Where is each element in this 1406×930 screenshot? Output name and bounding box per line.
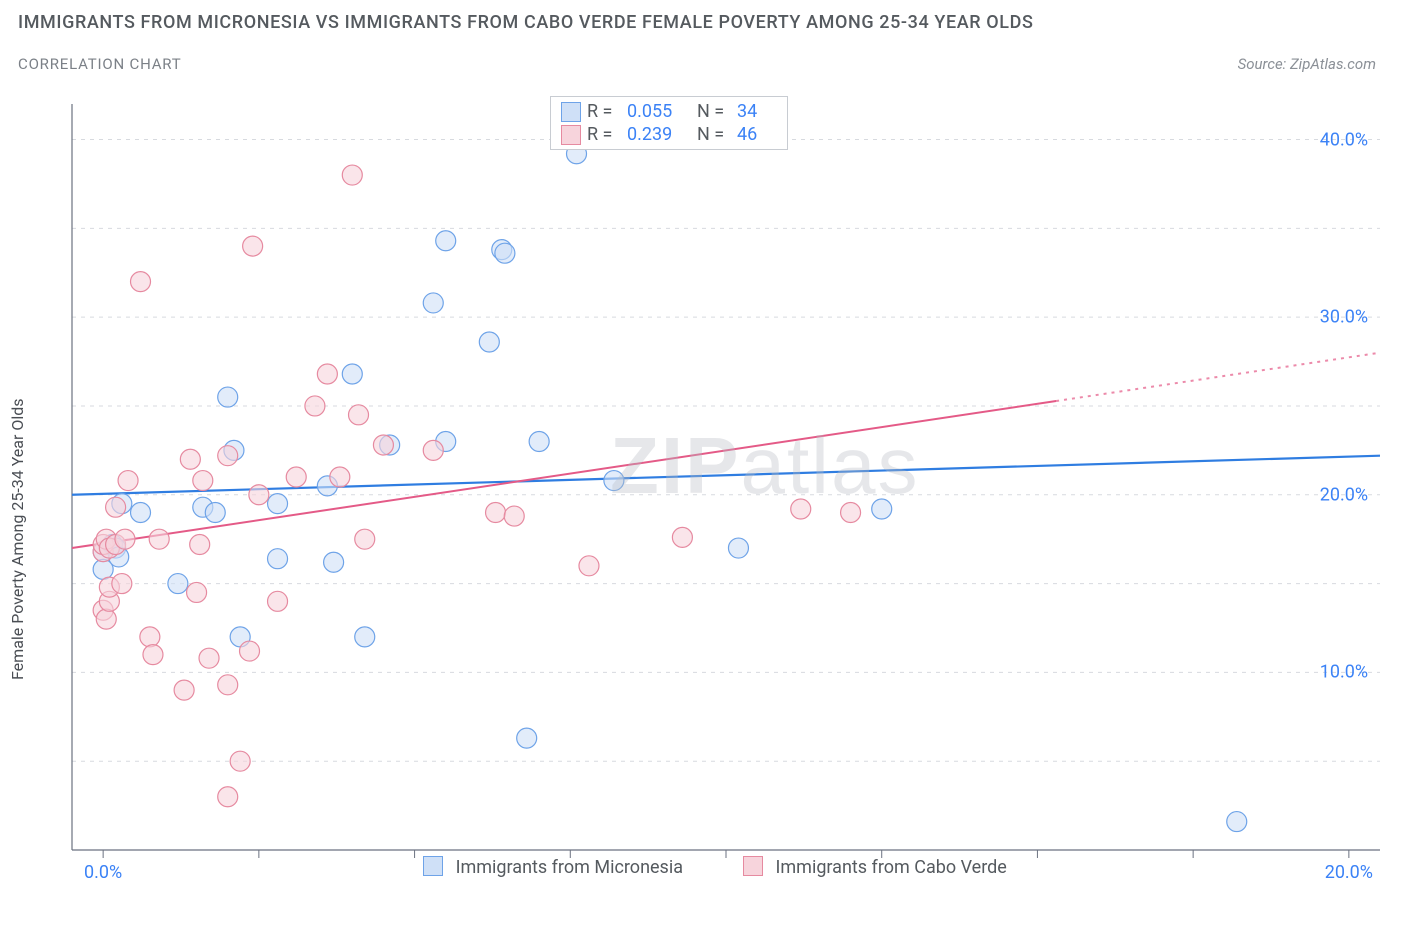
scatter-plot: ZIPatlas R = 0.055N = 34R = 0.239N = 46 … (50, 90, 1380, 880)
series-1-label: Immigrants from Micronesia (456, 857, 683, 878)
source-attribution: Source: ZipAtlas.com (1238, 55, 1376, 73)
x-legend-series-1: Immigrants from Micronesia (423, 856, 683, 878)
legend-swatch-icon (561, 125, 581, 145)
y-tick-label: 20.0% (1320, 484, 1368, 505)
swatch-micronesia-icon (423, 856, 443, 876)
x-tick-label: 20.0% (1325, 862, 1373, 883)
legend-stat-key: R = (587, 124, 627, 145)
legend-stat-key: N = (697, 124, 737, 145)
legend-swatch-icon (561, 102, 581, 122)
legend-stat-key: N = (697, 101, 737, 122)
chart-subtitle: CORRELATION CHART (18, 55, 182, 73)
x-legend-series-2: Immigrants from Cabo Verde (743, 856, 1007, 878)
x-legend: Immigrants from Micronesia Immigrants fr… (50, 856, 1380, 878)
y-tick-label: 10.0% (1320, 662, 1368, 683)
legend-stat-value: 0.239 (627, 124, 697, 145)
legend-stat-value: 0.055 (627, 101, 697, 122)
chart-title: IMMIGRANTS FROM MICRONESIA VS IMMIGRANTS… (18, 12, 1033, 33)
legend-stat-key: R = (587, 101, 627, 122)
swatch-caboverde-icon (743, 856, 763, 876)
legend-stat-value: 34 (737, 101, 777, 122)
plot-svg (50, 90, 1380, 880)
series-2-label: Immigrants from Cabo Verde (775, 857, 1006, 878)
y-tick-label: 40.0% (1320, 129, 1368, 150)
x-tick-label: 0.0% (84, 862, 122, 883)
legend-stat-value: 46 (737, 124, 777, 145)
y-axis-label: Female Poverty Among 25-34 Year Olds (8, 398, 27, 680)
y-tick-label: 30.0% (1320, 307, 1368, 328)
correlation-legend: R = 0.055N = 34 R = 0.239N = 46 (550, 96, 788, 150)
